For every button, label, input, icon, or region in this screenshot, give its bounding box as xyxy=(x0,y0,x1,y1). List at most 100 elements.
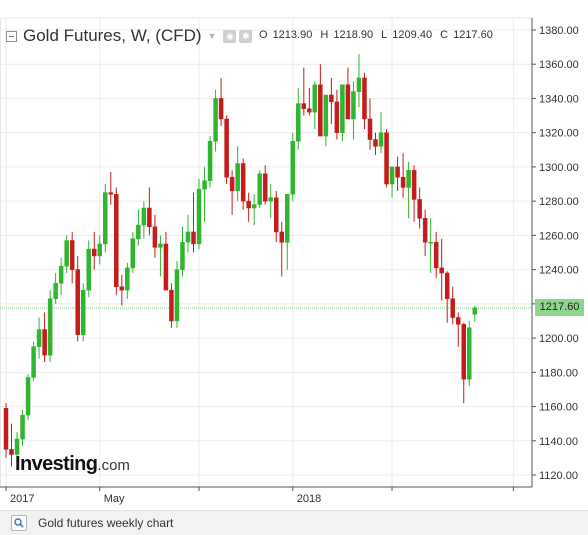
candle-body xyxy=(411,170,417,200)
candle-body xyxy=(42,329,47,356)
candlestick-chart[interactable]: 1380.00 1360.00 1340.00 1320.00 1300.00 1280.… xyxy=(0,0,588,510)
candle-body xyxy=(229,176,235,192)
y-tick-label: 1260.00 xyxy=(539,230,579,242)
y-tick-label: 1380.00 xyxy=(539,25,579,37)
candle-body xyxy=(240,163,246,202)
candle-body xyxy=(384,132,389,185)
y-tick-label: 1300.00 xyxy=(539,162,579,174)
candle-body xyxy=(246,200,251,209)
gear-icon[interactable]: ✱ xyxy=(239,29,253,43)
candle-body xyxy=(3,408,9,450)
candle-body xyxy=(36,329,42,347)
candle-body xyxy=(69,240,75,270)
candle-body xyxy=(58,265,64,284)
candle-body xyxy=(185,231,191,243)
candle-body xyxy=(25,377,31,416)
candle-body xyxy=(97,243,103,257)
eye-icon[interactable]: ◉ xyxy=(223,29,237,43)
candle-body xyxy=(174,269,180,322)
candle-body xyxy=(191,231,196,245)
caption-text: Gold futures weekly chart xyxy=(38,516,174,530)
candle-body xyxy=(433,241,439,269)
candle-body xyxy=(141,207,147,226)
y-tick-label: 1140.00 xyxy=(539,436,578,448)
candle-body xyxy=(296,103,301,142)
ohlc-readout: O 1213.90 H 1218.90 L 1209.40 C 1217.60 xyxy=(259,29,498,41)
candle-body xyxy=(273,197,279,233)
candle-body xyxy=(114,194,119,287)
candle-body xyxy=(202,180,207,190)
candle-body xyxy=(285,194,290,243)
candle-body xyxy=(130,238,136,269)
candle-body xyxy=(279,231,284,243)
close-label: C xyxy=(440,29,449,41)
candle-body xyxy=(125,267,130,291)
low-label: L xyxy=(381,29,388,41)
logo-suffix: .com xyxy=(97,457,130,474)
candle-body xyxy=(20,414,25,440)
candle-body xyxy=(158,243,163,248)
candle-body xyxy=(169,289,174,322)
candle-body xyxy=(450,298,455,318)
candle-body xyxy=(334,101,340,133)
candle-body xyxy=(86,248,91,291)
candle-body xyxy=(422,218,428,243)
candle-body xyxy=(400,176,406,188)
low-value: 1209.40 xyxy=(392,29,433,41)
y-tick-label: 1200.00 xyxy=(539,333,579,345)
candle-body xyxy=(213,98,218,142)
chart-area[interactable]: 1380.00 1360.00 1340.00 1320.00 1300.00 1280.… xyxy=(0,0,588,510)
x-tick-label: 2018 xyxy=(297,493,321,505)
investing-logo: Investing.com xyxy=(15,453,130,476)
y-tick-label: 1160.00 xyxy=(539,402,578,414)
candle-body xyxy=(14,438,20,455)
candle-body xyxy=(31,346,36,378)
candle-body xyxy=(307,108,312,113)
candle-body xyxy=(262,173,268,202)
close-value: 1217.60 xyxy=(453,29,493,41)
chart-header: Gold Futures, W, (CFD) ▼ ◉ ✱ xyxy=(6,24,253,48)
x-tick-label: 2017 xyxy=(10,493,34,505)
high-value: 1218.90 xyxy=(333,29,374,41)
candle-body xyxy=(406,170,411,188)
candle-body xyxy=(47,298,53,356)
chevron-down-icon[interactable]: ▼ xyxy=(207,31,217,41)
candle-body xyxy=(268,197,273,202)
candle-body xyxy=(455,317,461,325)
candle-body xyxy=(467,327,472,380)
candle-body xyxy=(163,243,169,291)
candle-body xyxy=(301,103,307,109)
candle-body xyxy=(417,199,422,219)
candle-body xyxy=(367,118,373,140)
candle-body xyxy=(136,224,141,240)
candle-body xyxy=(80,289,86,335)
candle-body xyxy=(340,84,345,133)
candle-body xyxy=(147,207,152,228)
candle-body xyxy=(444,272,450,299)
candle-body xyxy=(207,140,213,181)
candle-body xyxy=(428,241,433,244)
candle-body xyxy=(251,204,257,209)
candle-body xyxy=(152,226,158,248)
zoom-icon[interactable] xyxy=(11,515,27,531)
y-tick-label: 1340.00 xyxy=(539,93,579,105)
candle-body xyxy=(395,166,400,178)
candle-body xyxy=(345,84,351,120)
chart-caption-bar: Gold futures weekly chart xyxy=(0,510,588,535)
y-tick-label: 1240.00 xyxy=(539,265,579,277)
candle-body xyxy=(257,173,262,205)
candle-body xyxy=(9,449,14,455)
chart-title: Gold Futures, W, (CFD) xyxy=(23,26,202,45)
y-tick-label: 1360.00 xyxy=(539,59,579,71)
plot-frame xyxy=(0,17,533,488)
open-label: O xyxy=(259,29,268,41)
y-tick-label: 1280.00 xyxy=(539,196,579,208)
candle-body xyxy=(64,240,69,267)
collapse-icon[interactable] xyxy=(6,30,17,42)
candle-body xyxy=(439,267,444,274)
candle-body xyxy=(91,248,97,257)
candle-body xyxy=(290,140,296,195)
candle-body xyxy=(378,132,384,147)
candle-body xyxy=(53,283,58,299)
candle-body xyxy=(235,163,240,192)
